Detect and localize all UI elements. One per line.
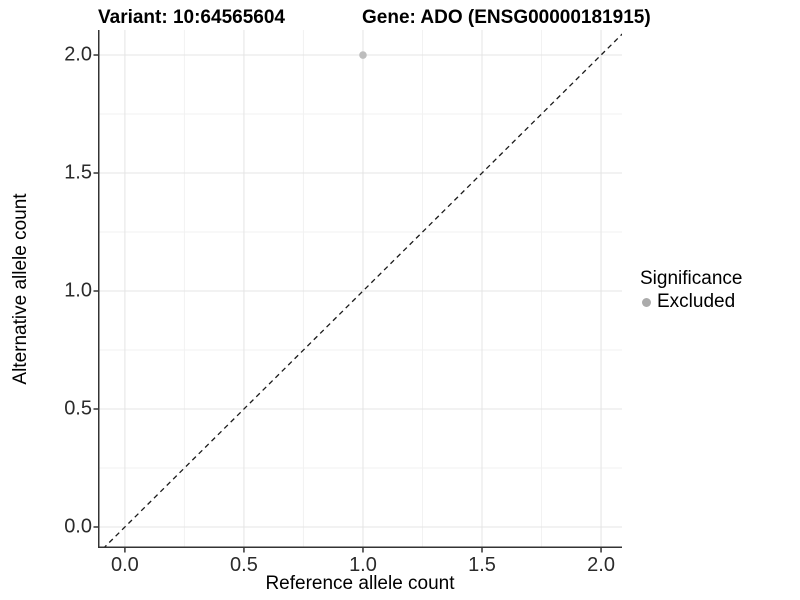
legend: Significance Excluded	[640, 267, 742, 313]
x-tick-label: 1.5	[468, 554, 496, 576]
identity-dashed-line	[102, 33, 622, 548]
x-tick-label: 2.0	[587, 554, 615, 576]
y-tick-label: 2.0	[64, 43, 92, 66]
data-point	[359, 51, 367, 59]
plot-panel	[93, 30, 622, 553]
y-axis-title: Alternative allele count	[10, 193, 31, 385]
y-tick-label: 0.5	[64, 397, 92, 420]
legend-item-label: Excluded	[657, 291, 736, 312]
y-tick-label: 0.0	[64, 515, 92, 538]
legend-title: Significance	[640, 268, 743, 289]
y-tick-label: 1.0	[64, 279, 92, 302]
x-tick-label: 1.0	[349, 554, 377, 576]
legend-item-excluded: Excluded	[642, 291, 742, 313]
x-axis-title: Reference allele count	[265, 573, 455, 594]
plot-title-variant: Variant: 10:64565604	[98, 7, 285, 28]
x-tick-label: 0.5	[230, 554, 258, 576]
plot-title-gene: Gene: ADO (ENSG00000181915)	[362, 7, 651, 28]
x-tick-label: 0.0	[110, 554, 139, 576]
y-tick-label: 1.5	[64, 161, 92, 184]
legend-key-dot-icon	[642, 297, 651, 307]
